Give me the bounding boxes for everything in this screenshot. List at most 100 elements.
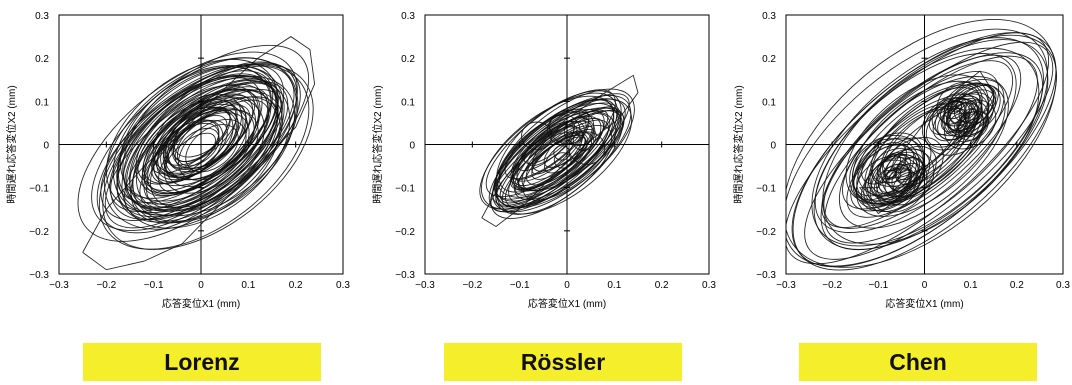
y-tick-label: −0.3: [29, 270, 49, 281]
trajectory-loop: [165, 112, 250, 187]
trajectory-loop: [129, 75, 296, 224]
y-tick-label: −0.1: [395, 184, 415, 195]
y-tick-label: −0.1: [29, 184, 49, 195]
trajectory-loop: [124, 80, 289, 221]
x-tick-label: 0: [922, 280, 928, 291]
y-tick-label: 0: [43, 141, 49, 152]
x-tick-label: −0.2: [462, 280, 482, 291]
trajectory-loop: [96, 74, 279, 234]
trajectory-loop: [521, 131, 592, 191]
x-tick-label: 0.1: [607, 280, 621, 291]
trajectory-loop: [811, 37, 1044, 247]
trajectory-loop: [496, 90, 622, 198]
y-tick-label: −0.1: [756, 184, 776, 195]
trajectory-loop: [563, 117, 596, 146]
trajectory-loop: [882, 101, 970, 179]
x-tick-label: 0.1: [964, 280, 978, 291]
y-axis-label: 時間遅れ応答変位X2 (mm): [732, 85, 745, 203]
x-axis-label: 応答変位X1 (mm): [528, 297, 606, 310]
x-tick-label: −0.1: [144, 280, 164, 291]
trajectory-loop: [947, 82, 995, 127]
y-tick-label: 0.3: [35, 11, 49, 22]
x-tick-label: 0.1: [241, 280, 255, 291]
trajectory-loop: [129, 62, 301, 212]
x-tick-label: 0.3: [702, 280, 716, 291]
y-tick-label: 0.2: [762, 54, 776, 65]
trajectory-loop: [517, 124, 575, 172]
x-tick-label: 0: [564, 280, 570, 291]
y-tick-label: −0.2: [29, 227, 49, 238]
trajectory-loop: [492, 93, 630, 206]
trajectory-loop: [135, 84, 260, 194]
trajectory-loop: [104, 78, 282, 229]
trajectory-loop: [853, 84, 981, 197]
trajectory-loop: [855, 155, 912, 209]
trajectory-loop: [162, 101, 238, 166]
trajectory-loop: [156, 110, 237, 181]
trajectory-loop: [814, 53, 1017, 233]
trajectory-loop: [131, 81, 278, 205]
trajectory-loop: [479, 92, 618, 210]
caption-badge-rossler: Rössler: [444, 343, 682, 381]
trajectory-loop: [490, 107, 623, 219]
y-tick-label: 0: [409, 141, 415, 152]
trajectory-loop: [103, 57, 297, 230]
x-tick-label: 0.2: [1010, 280, 1024, 291]
x-tick-label: −0.2: [96, 280, 116, 291]
trajectory-group: [786, 19, 1057, 271]
trajectory-loop: [963, 107, 976, 120]
trajectory-loop: [495, 102, 619, 208]
trajectory-loop: [176, 127, 220, 167]
trajectory-loop: [512, 126, 584, 186]
trajectory-loop: [875, 148, 935, 206]
y-tick-label: −0.3: [395, 270, 415, 281]
y-tick-label: 0.2: [35, 54, 49, 65]
trajectory-loop: [953, 119, 965, 131]
y-tick-label: −0.3: [756, 270, 776, 281]
trajectory-loop: [865, 159, 911, 203]
y-tick-label: 0.2: [401, 54, 415, 65]
trajectory-loop: [879, 108, 968, 188]
trajectory-loop: [943, 83, 1001, 137]
trajectory-loop: [141, 88, 269, 197]
trajectory-loop: [804, 41, 1054, 260]
y-tick-label: 0: [770, 141, 776, 152]
caption-label: Lorenz: [164, 348, 240, 375]
trajectory-loop: [824, 55, 1038, 244]
y-tick-label: 0.3: [401, 11, 415, 22]
caption-badge-chen: Chen: [799, 343, 1037, 381]
trajectory-loop: [864, 105, 967, 197]
trajectory-loop: [102, 63, 314, 250]
trajectory-loop: [512, 131, 582, 190]
x-axis-label: 応答変位X1 (mm): [885, 297, 963, 310]
y-tick-label: 0.1: [35, 97, 49, 108]
trajectory-loop: [842, 71, 1000, 210]
y-tick-label: 0.1: [401, 97, 415, 108]
trajectory-loop: [106, 58, 279, 214]
trajectory-loop: [823, 54, 1022, 229]
x-axis-label: 応答変位X1 (mm): [162, 297, 240, 310]
trajectory-loop: [178, 119, 247, 181]
trajectory-group: [479, 74, 639, 228]
trajectory-loop: [553, 152, 572, 169]
trajectory-loop: [786, 19, 1057, 268]
x-tick-label: −0.3: [776, 280, 796, 291]
x-tick-label: −0.1: [510, 280, 530, 291]
trajectory-loop: [172, 120, 220, 163]
trajectory-loop: [511, 115, 602, 192]
trajectory-loop: [91, 44, 310, 231]
trajectory-loop: [488, 98, 626, 213]
chart-panel-0: −0.3 −0.2 −0.1 0 0.1 0.2 0.3 0.3 0.2 0.1 0 −0.1 −0.2…: [5, 11, 350, 310]
x-tick-label: 0.2: [289, 280, 303, 291]
trajectory-loop: [160, 103, 244, 178]
trajectory-loop: [143, 109, 255, 205]
trajectory-loop: [852, 80, 990, 205]
trajectory-loop: [936, 81, 983, 127]
trajectory-loop: [132, 88, 281, 222]
y-tick-label: −0.2: [756, 227, 776, 238]
trajectory-loop: [152, 119, 224, 183]
trajectory-loop: [869, 101, 988, 205]
trajectory-loop: [162, 94, 260, 181]
trajectory-loop: [499, 118, 605, 204]
